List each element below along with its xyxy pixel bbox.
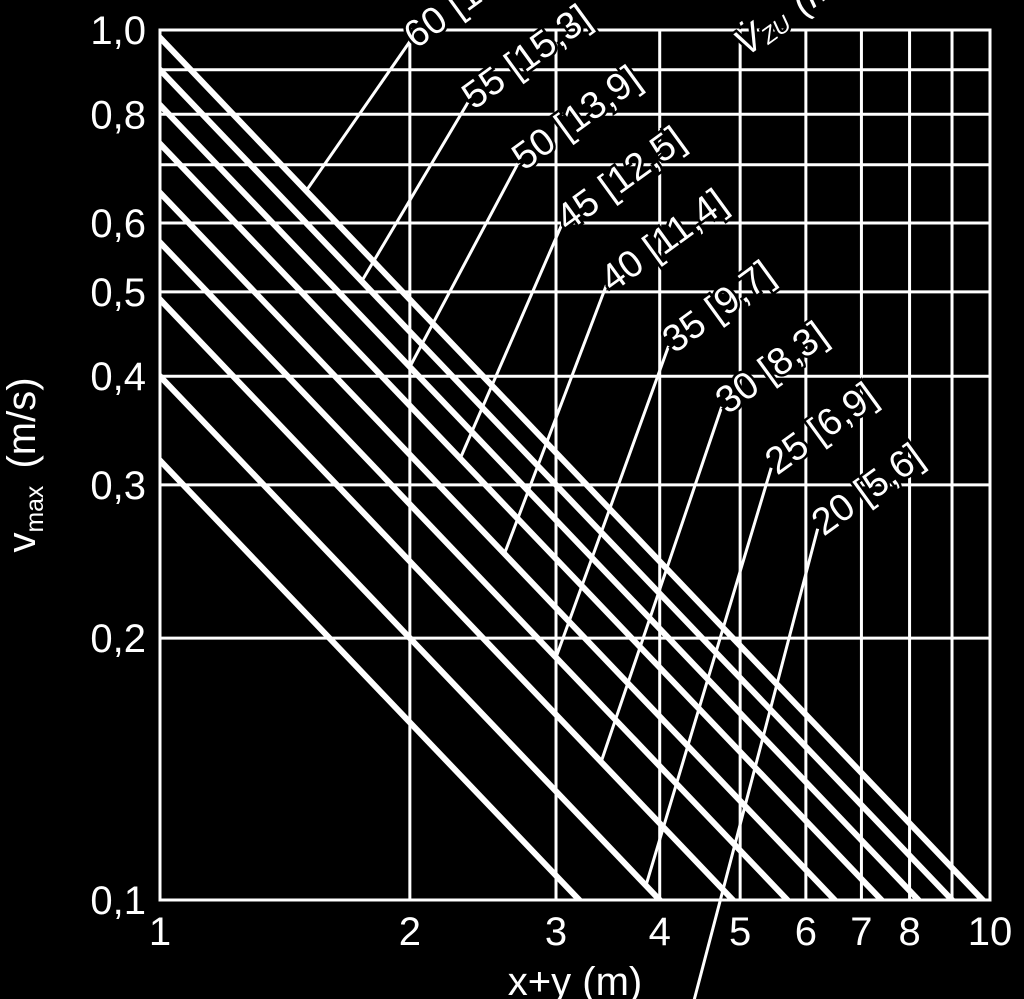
x-tick-label: 1: [149, 910, 171, 954]
series-line: [0, 114, 1024, 999]
x-tick-label: 2: [399, 910, 421, 954]
x-axis-label: x+y (m): [508, 960, 642, 999]
y-tick-label: 0,4: [90, 355, 146, 399]
x-tick-label: 3: [545, 910, 567, 954]
y-tick-label: 0,6: [90, 202, 146, 246]
y-tick-label: 0,8: [90, 93, 146, 137]
series-label: 35 [9,7]: [655, 253, 782, 361]
legend-label-group: V̇ZU (m³/h) [l/s]: [726, 0, 948, 65]
legend-label: V̇ZU (m³/h) [l/s]: [726, 0, 948, 65]
y-axis-label-group: vmax (m/s): [0, 377, 49, 552]
log-log-chart: 60 [16,7]55 [15,3]50 [13,9]45 [12,5]40 […: [0, 0, 1024, 999]
series-leader: [410, 163, 518, 367]
series-line: [0, 199, 1024, 999]
series-leader: [362, 102, 468, 281]
y-tick-label: 0,5: [90, 271, 146, 315]
y-tick-label: 0,2: [90, 617, 146, 661]
y-axis-label: vmax (m/s): [0, 377, 49, 552]
x-tick-label: 5: [729, 910, 751, 954]
series-leader: [460, 224, 562, 458]
y-tick-label: 0,3: [90, 464, 146, 508]
x-tick-label: 8: [898, 910, 920, 954]
series-line: [0, 38, 1024, 999]
x-tick-label: 4: [649, 910, 671, 954]
series-leader: [306, 42, 410, 191]
x-tick-label: 7: [850, 910, 872, 954]
x-tick-label: 6: [795, 910, 817, 954]
x-tick-label: 10: [968, 910, 1013, 954]
y-tick-label: 0,1: [90, 879, 146, 923]
y-tick-label: 1,0: [90, 9, 146, 53]
